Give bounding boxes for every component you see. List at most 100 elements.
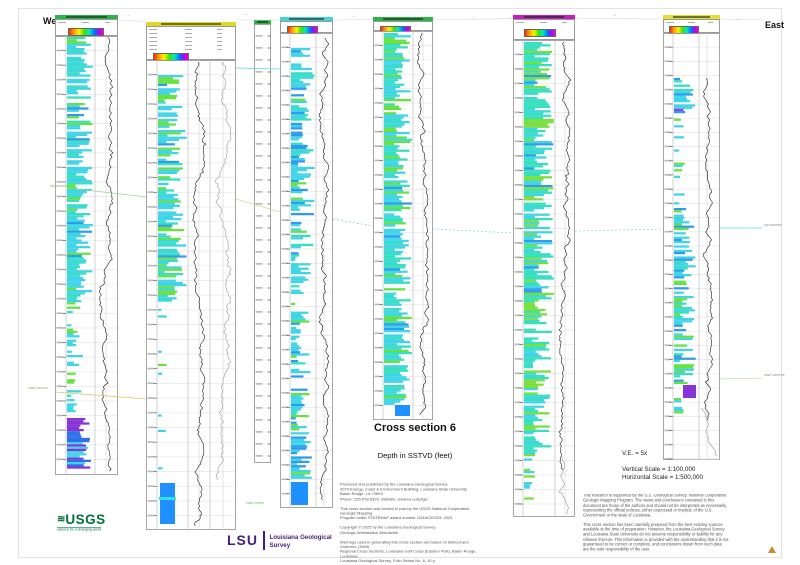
usgs-wave-icon: ≋ — [57, 514, 65, 525]
well-5-header — [513, 19, 575, 40]
header-column-label — [58, 22, 66, 24]
usgs-logo: ≋ USGS science for a changing world — [57, 512, 133, 535]
west-label: West — [43, 16, 65, 26]
credits-block: Produced and published by the Louisiana … — [340, 483, 481, 565]
header-column-label — [184, 33, 192, 35]
header-column-label — [184, 49, 192, 51]
header-column-label — [149, 45, 157, 47]
well-name-text — [256, 21, 269, 23]
well-3-title-bar — [280, 17, 333, 21]
header-column-label — [666, 22, 674, 24]
text-line: This cross section was funded in part by… — [340, 506, 470, 516]
header-column-label — [516, 22, 524, 24]
text-line: 3079 Energy, Coast & Environment Buildin… — [340, 487, 467, 492]
header-column-label — [687, 22, 695, 24]
header-column-label — [562, 22, 568, 24]
well-2-header — [146, 26, 236, 61]
header-column-label — [184, 37, 192, 39]
header-column-label — [184, 29, 192, 31]
well-spacing-mark: – + — [735, 18, 740, 21]
header-column-label — [149, 41, 157, 43]
well-name-text — [289, 18, 324, 20]
header-column-label — [149, 49, 157, 51]
well-6-title-bar — [663, 15, 720, 19]
formation-top-label: base marker — [246, 502, 265, 506]
header-column-label — [82, 22, 90, 24]
publisher-credit: Produced and published by the Louisiana … — [340, 483, 481, 502]
formation-top-label: base Miocene — [28, 387, 49, 391]
depth-ruler-title-bar — [254, 20, 271, 24]
header-column-label — [149, 33, 157, 35]
cross-section-title: Cross section 6 — [374, 422, 456, 434]
depth-units-label: Depth in SSTVD (feet) — [377, 451, 453, 460]
log-curve — [701, 407, 717, 457]
header-column-label — [149, 37, 157, 39]
log-curve — [192, 61, 207, 527]
text-line: Regional Cross Sections, Louisiana Gulf … — [340, 550, 477, 559]
lithology-colorbar — [524, 29, 556, 37]
disclaimer-paragraph-1: This research is supported by the U.S. G… — [583, 494, 727, 518]
text-line: Louisiana Geological Survey, Folio Serie… — [340, 559, 437, 564]
text-line: Geologic Workstation Worldwide — [340, 530, 398, 535]
header-column-label — [105, 22, 111, 24]
log-curve — [417, 32, 430, 416]
header-column-label — [217, 29, 223, 31]
header-column-label — [149, 29, 157, 31]
usgs-tagline: science for a changing world — [57, 527, 102, 532]
depth-ruler-log-plot — [254, 24, 271, 463]
well-6-log-plot — [663, 33, 720, 460]
header-column-label — [184, 41, 192, 43]
well-name-text — [383, 18, 423, 20]
corner-registration-mark — [768, 546, 776, 553]
well-name-text — [161, 23, 221, 25]
header-column-label — [708, 22, 714, 24]
lsu-org-line2: Survey — [269, 541, 291, 549]
well-name-text — [65, 16, 108, 18]
well-name-text — [523, 16, 565, 18]
well-1-header — [55, 19, 118, 36]
well-spacing-mark: – + — [243, 13, 248, 16]
well-spacing-mark: – + — [352, 15, 357, 18]
lsu-wordmark: LSU — [227, 532, 258, 548]
text-line: Program under STATEMAP award number G24A… — [340, 516, 453, 521]
lsu-org-line1: Louisiana Geological — [269, 534, 332, 541]
well-5-log-plot — [513, 40, 575, 517]
well-4-log-plot — [373, 31, 433, 420]
text-line: Phone: 225-578-5320; Website: www.lsu.ed… — [340, 497, 428, 502]
east-label: East — [765, 20, 785, 30]
source-citation: Well logs used in generating this cross … — [340, 540, 481, 564]
well-name-text — [672, 16, 711, 18]
text-line: Produced and published by the Louisiana … — [340, 483, 448, 488]
disclaimer-paragraph-2: This cross section has been carefully pr… — [583, 522, 729, 552]
header-column-label — [217, 33, 223, 35]
header-column-label — [184, 45, 192, 47]
well-1-log-plot — [55, 36, 118, 475]
formation-top-label: top Miocene — [764, 224, 782, 228]
vertical-exaggeration-label: V.E. = 5x — [622, 450, 648, 457]
text-line: Well logs used in generating this cross … — [340, 540, 469, 550]
log-curve — [214, 61, 232, 481]
text-line: Copyright © 2025 by the Louisiana Geolog… — [340, 526, 436, 531]
well-1-title-bar — [55, 15, 118, 19]
formation-top-label: top Miocene — [50, 185, 68, 189]
well-4-header — [373, 21, 433, 34]
log-curve — [558, 41, 572, 471]
funding-credit: This cross section was funded in part by… — [340, 507, 481, 521]
lithology-colorbar — [68, 28, 104, 36]
lsu-logo-divider — [263, 531, 265, 550]
header-column-label — [217, 45, 223, 47]
well-2-title-bar — [146, 22, 236, 26]
header-column-label — [217, 41, 223, 43]
vertical-scale-label: Vertical Scale = 1:100,000 — [622, 465, 696, 473]
well-spacing-mark: – + — [612, 14, 617, 17]
header-column-label — [217, 49, 223, 51]
well-2-log-plot — [146, 60, 236, 530]
well-4-title-bar — [373, 17, 433, 21]
well-spacing-mark: – + — [470, 16, 475, 19]
well-5-title-bar — [513, 15, 575, 19]
disclaimer-block: This research is supported by the U.S. G… — [583, 494, 729, 557]
text-line: Baton Rouge, LA 70803 — [340, 492, 383, 497]
formation-top-label: base Miocene — [764, 374, 785, 378]
well-6-header — [663, 19, 720, 34]
